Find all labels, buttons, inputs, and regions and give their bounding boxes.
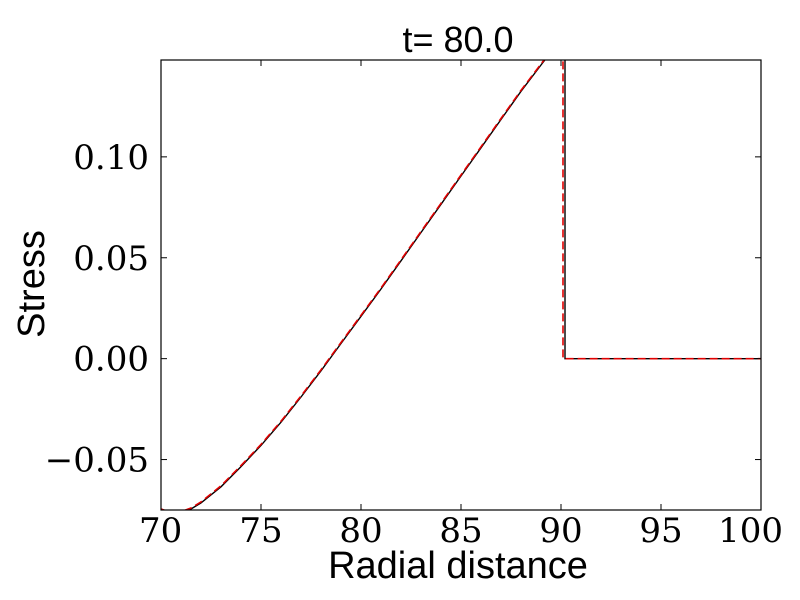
series-line-2 xyxy=(161,60,761,510)
y-tick-label: 0.05 xyxy=(73,239,149,279)
plot-frame xyxy=(160,59,762,511)
x-tick-label: 70 xyxy=(139,511,182,551)
x-tick-label: 85 xyxy=(439,511,482,551)
y-tick-label: 0.00 xyxy=(73,340,149,380)
tick-layer: 70 75 80 85 90 95 100 −0.05 0.00 0.05 0.10 xyxy=(45,60,783,551)
y-tick-label: −0.05 xyxy=(45,441,149,481)
x-axis-label: Radial distance xyxy=(328,545,588,587)
x-tick-label: 80 xyxy=(339,511,382,551)
chart-title: t= 80.0 xyxy=(402,19,513,60)
series-line-1 xyxy=(161,60,761,510)
y-tick-label: 0.10 xyxy=(73,138,149,178)
y-axis-label: Stress xyxy=(11,230,53,338)
x-tick-label: 90 xyxy=(539,511,582,551)
series-layer xyxy=(161,60,761,510)
x-tick-label: 95 xyxy=(639,511,682,551)
x-tick-label: 75 xyxy=(239,511,282,551)
x-tick-label: 100 xyxy=(718,511,783,551)
